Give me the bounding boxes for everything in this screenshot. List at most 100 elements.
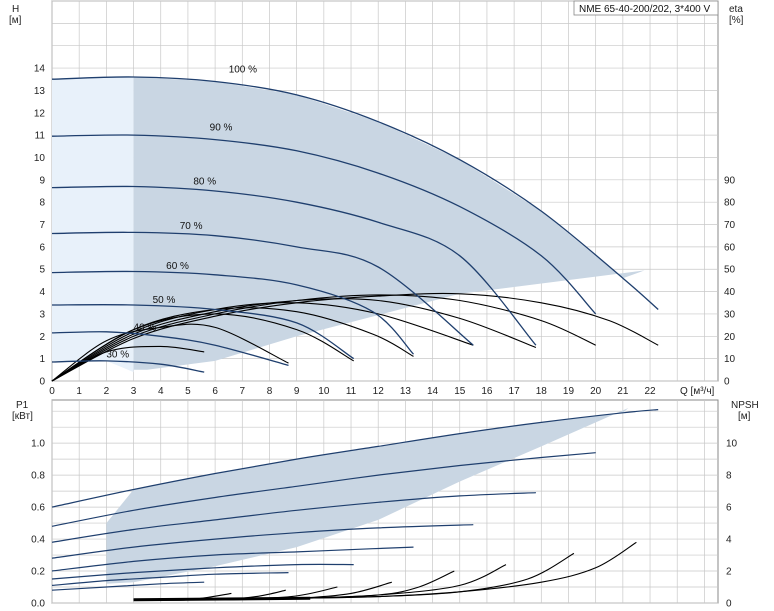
head-curve-60-pct — [51, 270, 414, 355]
eta-tick-label: 20 — [724, 332, 736, 343]
x-tick-label: 8 — [267, 386, 273, 397]
speed-label: 70 % — [180, 221, 203, 232]
npsh-curves — [133, 541, 637, 602]
head-curve-40-pct — [51, 331, 289, 367]
npsh-base-band — [133, 596, 311, 602]
eta-tick-label: 40 — [724, 287, 736, 298]
power-curves — [51, 409, 659, 591]
x-tick-label: 10 — [318, 386, 330, 397]
power-curve — [51, 452, 596, 527]
power-curve — [51, 563, 354, 580]
power-tick-label: 0.0 — [31, 599, 45, 610]
power-curve — [51, 546, 414, 572]
eta-tick-label: 50 — [724, 265, 736, 276]
npsh-axis-unit: [м] — [738, 411, 751, 422]
power-shaded-area — [106, 408, 629, 584]
eta-axis-title: eta — [729, 4, 743, 15]
head-curve-90-pct — [51, 134, 597, 315]
x-tick-label: 18 — [536, 386, 548, 397]
x-tick-label: 0 — [49, 386, 55, 397]
speed-label: 40 % — [134, 323, 157, 334]
eta-tick-label: 70 — [724, 220, 736, 231]
eta-tick-label: 30 — [724, 309, 736, 320]
head-tick-label: 13 — [34, 86, 46, 97]
eta-tick-label: 80 — [724, 198, 736, 209]
x-tick-label: 5 — [185, 386, 191, 397]
head-shaded-area — [133, 77, 645, 370]
npsh-tick-label: 8 — [726, 471, 732, 482]
power-curve — [51, 572, 289, 586]
eta-tick-label: 90 — [724, 175, 736, 186]
head-curve-50-pct — [51, 304, 355, 360]
power-curve — [51, 581, 205, 591]
efficiency-curve — [51, 345, 205, 382]
flow-axis-ticks: 0 1 2 3 4 5 6 7 8 9 10 11 12 13 14 15 16 17 18 19 20 21 22 — [49, 386, 656, 397]
x-tick-label: 11 — [346, 386, 357, 397]
npsh-tick-label: 2 — [726, 567, 732, 578]
head-tick-label: 11 — [35, 131, 46, 142]
head-tick-label: 10 — [34, 153, 46, 164]
speed-label: 50 % — [153, 295, 176, 306]
power-panel: 0.0 0.2 0.4 0.6 0.8 1.0 0 2 4 6 8 10 P1 [кВт] NPSH… — [12, 399, 759, 610]
power-tick-label: 0.4 — [31, 535, 45, 546]
head-tick-label: 6 — [39, 242, 45, 253]
eta-axis-unit: [%] — [729, 15, 744, 26]
npsh-tick-label: 6 — [726, 503, 732, 514]
model-label-box — [573, 0, 719, 16]
power-axis-unit: [кВт] — [12, 411, 33, 422]
x-tick-label: 22 — [644, 386, 656, 397]
power-curve — [51, 492, 536, 543]
speed-label: 100 % — [229, 65, 257, 76]
speed-labels: 100 % 90 % 80 % 70 % 60 % 50 % 40 % 30 % — [106, 65, 257, 361]
x-tick-label: 21 — [617, 386, 629, 397]
power-curve — [51, 409, 659, 508]
head-tick-label: 3 — [39, 309, 45, 320]
head-curve-70-pct — [51, 231, 474, 346]
efficiency-curve — [51, 302, 474, 382]
head-light-area — [52, 77, 134, 373]
x-tick-label: 16 — [481, 386, 493, 397]
head-tick-label: 0 — [39, 377, 45, 388]
power-tick-label: 0.6 — [31, 503, 45, 514]
x-tick-label: 1 — [76, 386, 82, 397]
speed-label: 60 % — [166, 261, 189, 272]
head-tick-label: 2 — [39, 332, 45, 343]
power-tick-label: 0.8 — [31, 471, 45, 482]
x-tick-label: 12 — [373, 386, 385, 397]
npsh-tick-label: 10 — [726, 439, 738, 450]
x-tick-label: 7 — [240, 386, 246, 397]
head-axis-title: H — [12, 4, 19, 15]
efficiency-curve — [51, 323, 289, 382]
power-axis-ticks: 0.0 0.2 0.4 0.6 0.8 1.0 — [31, 439, 45, 610]
x-tick-label: 15 — [454, 386, 466, 397]
x-tick-label: 20 — [590, 386, 602, 397]
head-tick-label: 14 — [34, 64, 46, 75]
head-tick-label: 5 — [39, 265, 45, 276]
efficiency-curve — [51, 292, 659, 382]
x-tick-label: 4 — [158, 386, 164, 397]
x-tick-label: 9 — [294, 386, 300, 397]
x-tick-label: 17 — [509, 386, 521, 397]
eta-tick-label: 10 — [724, 354, 736, 365]
power-axis-title: P1 — [16, 400, 29, 411]
speed-label: 90 % — [210, 123, 233, 134]
speed-label: 80 % — [193, 176, 216, 187]
efficiency-curve — [51, 313, 354, 382]
x-tick-label: 6 — [212, 386, 218, 397]
model-label: NME 65-40-200/202, 3*400 V — [579, 4, 711, 15]
power-tick-label: 1.0 — [31, 439, 45, 450]
x-tick-label: 14 — [427, 386, 439, 397]
x-tick-label: 2 — [104, 386, 110, 397]
head-tick-label: 9 — [39, 175, 45, 186]
flow-axis-title: Q [м³/ч] — [680, 386, 715, 397]
eta-tick-label: 0 — [724, 377, 730, 388]
efficiency-axis-ticks: 0 10 20 30 40 50 60 70 80 90 — [724, 175, 736, 387]
x-tick-label: 19 — [563, 386, 575, 397]
head-tick-label: 7 — [39, 220, 45, 231]
npsh-tick-label: 4 — [726, 535, 732, 546]
npsh-axis-ticks: 0 2 4 6 8 10 — [726, 439, 738, 610]
head-curve-80-pct — [51, 185, 537, 346]
